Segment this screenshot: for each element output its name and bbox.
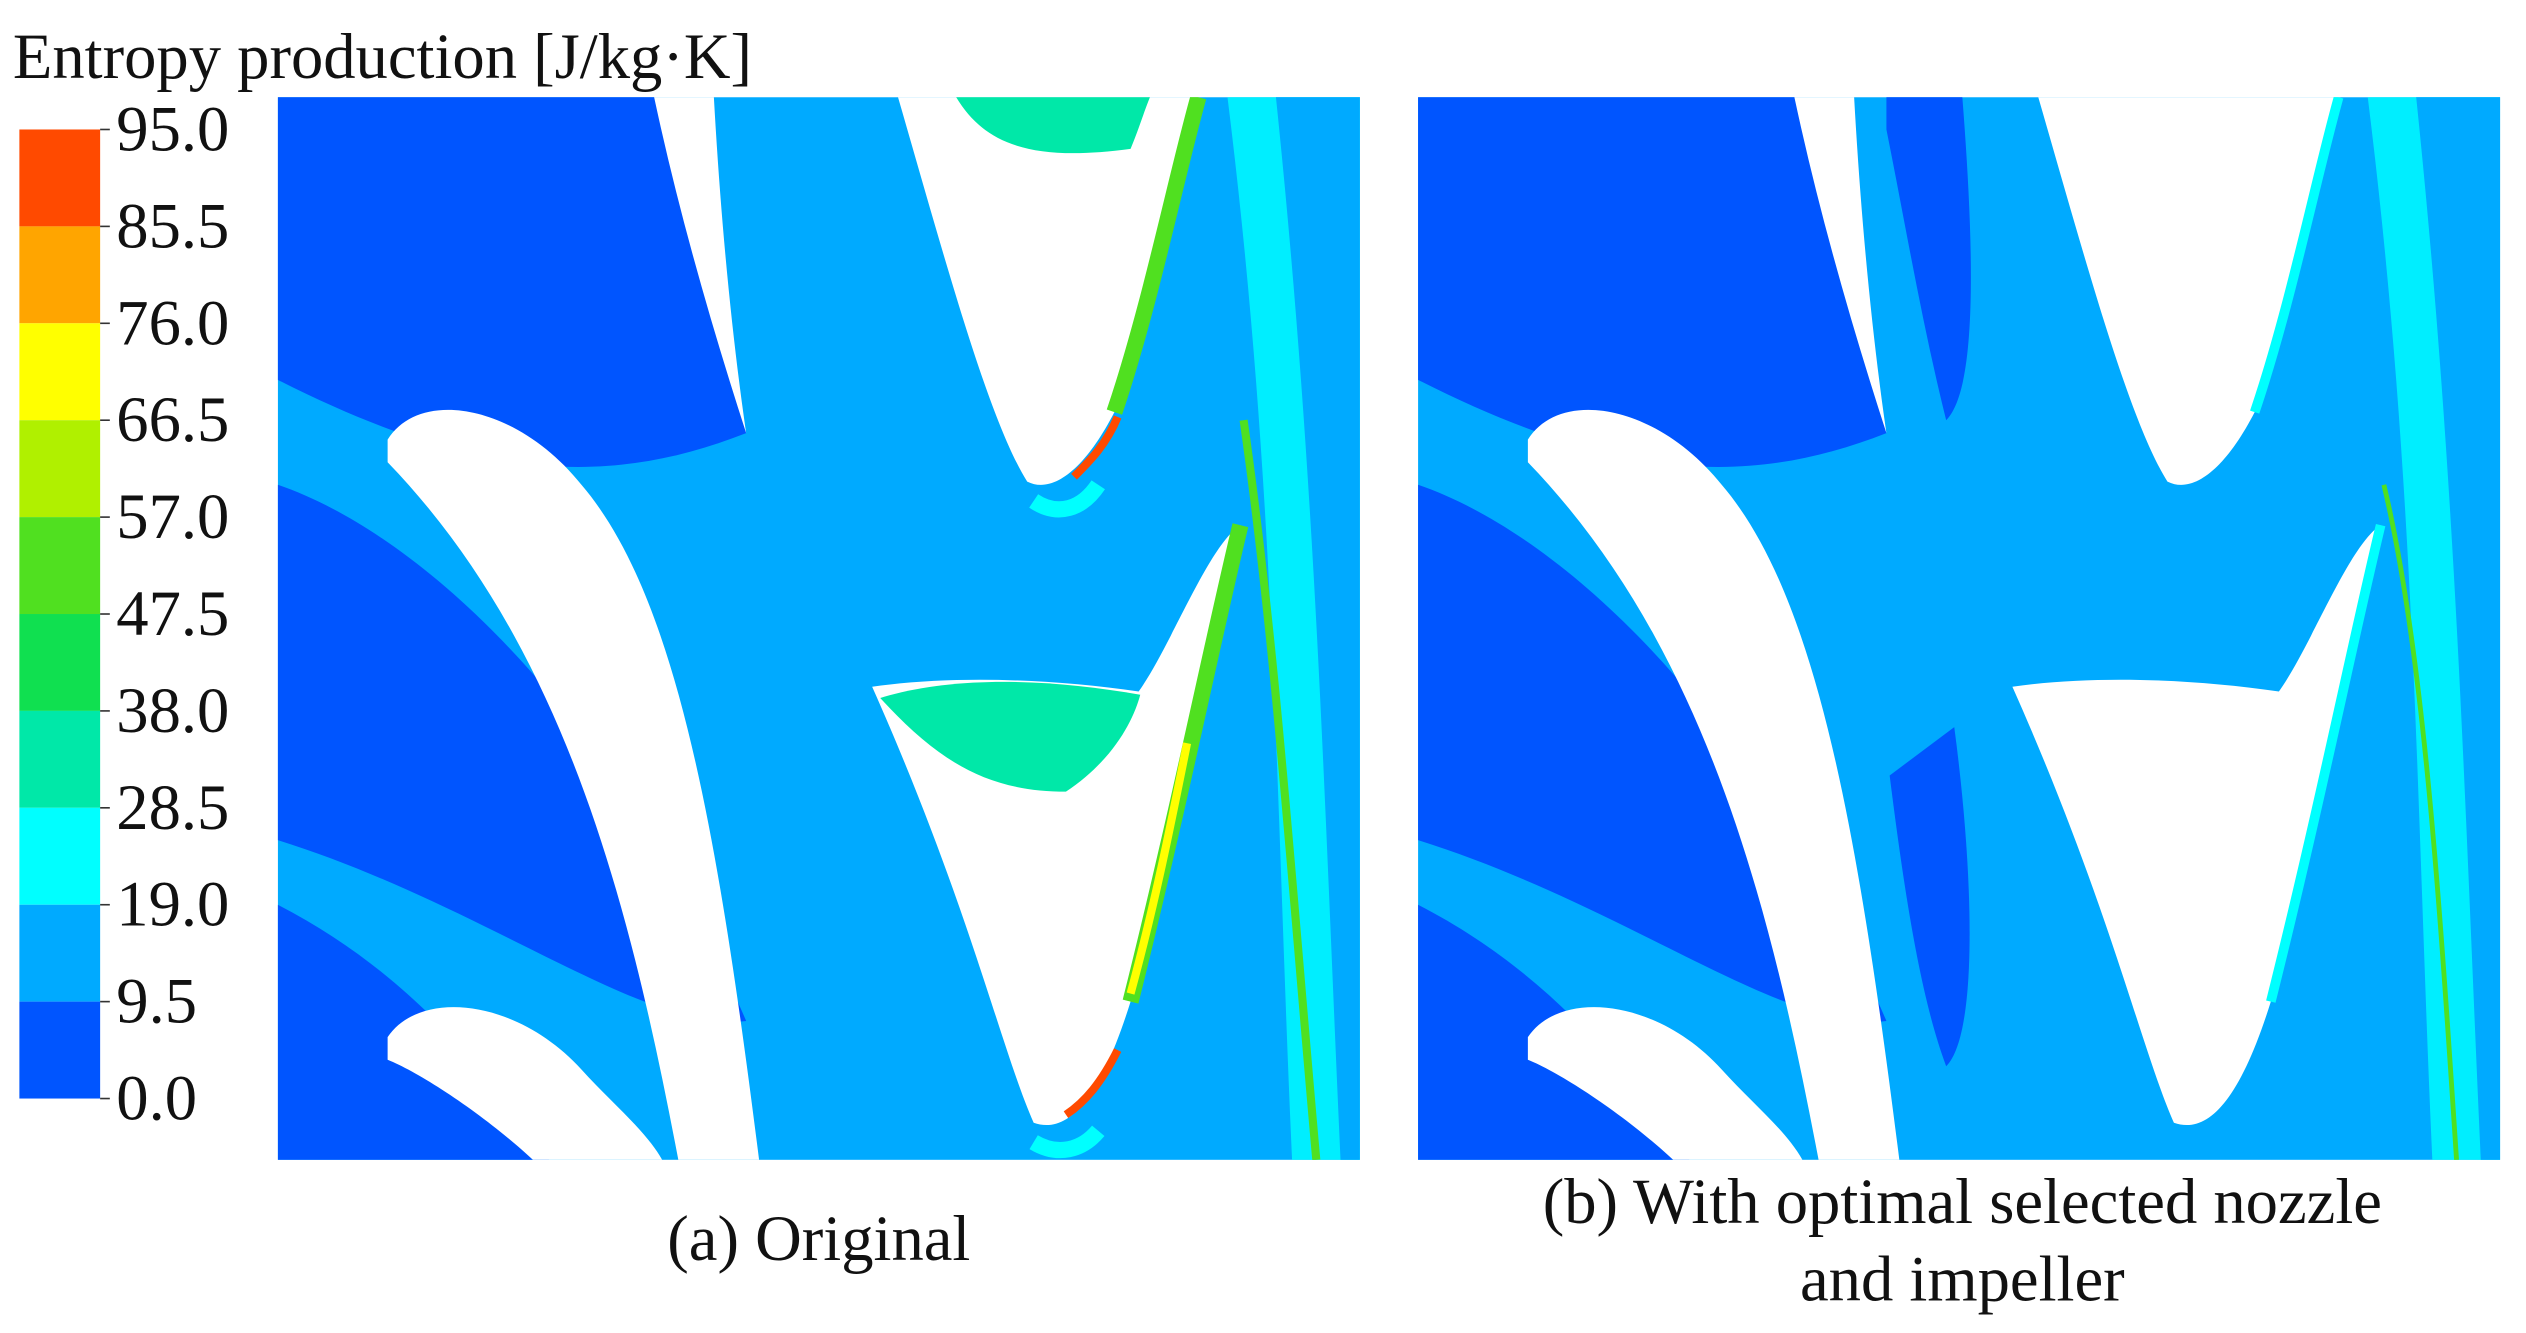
colorbar-band [19, 129, 101, 227]
panel-caption: (b) With optimal selected nozzle [1543, 1165, 2382, 1237]
colorbar-band [19, 517, 101, 615]
tick-label: 38.0 [116, 674, 229, 746]
colorbar-band [19, 904, 101, 1002]
tick-label: 57.0 [116, 480, 229, 552]
tick-label: 95.0 [116, 92, 229, 164]
tick-label: 28.5 [116, 771, 229, 843]
colorbar-band [19, 807, 101, 905]
tick-label: 9.5 [116, 965, 197, 1037]
panel-caption: and impeller [1800, 1242, 2125, 1314]
captions: (a) Original (b) With optimal selected no… [667, 1165, 2382, 1315]
colorbar-title: Entropy production [J/kg·K] [13, 20, 752, 92]
tick-label: 0.0 [116, 1062, 197, 1134]
tick-label: 85.5 [116, 189, 229, 261]
panel-a-contour [277, 97, 1360, 1160]
colorbar-band [19, 420, 101, 518]
tick-label: 76.0 [116, 286, 229, 358]
panel-caption: (a) Original [667, 1202, 970, 1274]
tick-label: 19.0 [116, 868, 229, 940]
colorbar-band [19, 323, 101, 421]
panel-b-contour [1418, 97, 2501, 1160]
tick-label: 47.5 [116, 577, 229, 649]
colorbar-band [19, 1001, 101, 1099]
tick-label: 66.5 [116, 383, 229, 455]
colorbar-band [19, 614, 101, 711]
colorbar: 95.0 85.5 76.0 66.5 57.0 47.5 38.0 28.5 19.0 9.5 0… [19, 92, 229, 1134]
colorbar-band [19, 710, 101, 808]
colorbar-band [19, 226, 101, 324]
